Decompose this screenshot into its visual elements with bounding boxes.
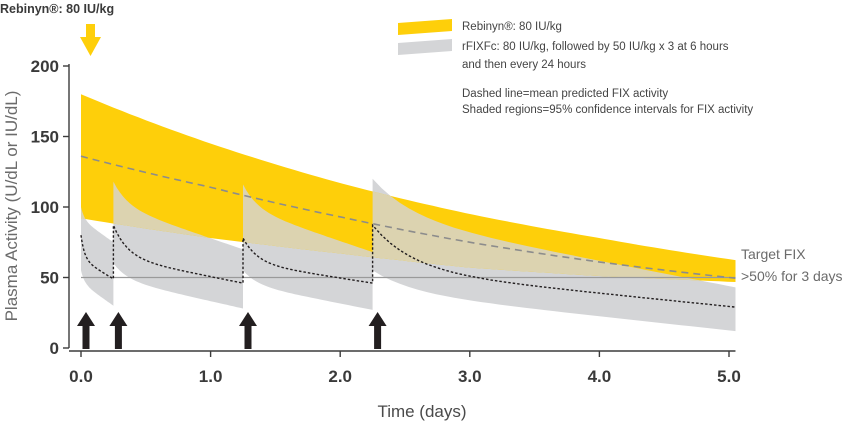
rebinyn-mean-line <box>80 155 736 279</box>
band-overlap-region <box>81 178 736 282</box>
dose-arrow-yellow <box>80 24 101 56</box>
note-shaded-regions: Shaded regions=95% confidence intervals … <box>462 104 753 116</box>
target-label-line2: >50% for 3 days <box>741 268 843 284</box>
legend-swatch-rfixfc <box>398 39 452 55</box>
legend: Rebinyn®: 80 IU/kg rFIXFc: 80 IU/kg, fol… <box>398 19 753 116</box>
y-tick-label: 150 <box>31 128 59 147</box>
dose-arrows <box>77 312 387 349</box>
target-label-line1: Target FIX <box>741 246 806 262</box>
rfixfc-mean-line <box>80 223 736 308</box>
x-tick-label: 5.0 <box>717 367 741 386</box>
x-tick-label: 4.0 <box>588 367 612 386</box>
x-tick-label: 0.0 <box>69 367 93 386</box>
dose-arrow <box>368 312 387 349</box>
y-tick-label: 50 <box>40 269 59 288</box>
legend-item-rfixfc: rFIXFc: 80 IU/kg, followed by 50 IU/kg x… <box>398 39 732 71</box>
x-tick-label: 1.0 <box>199 367 223 386</box>
note-dashed-line: Dashed line=mean predicted FIX activity <box>462 88 668 100</box>
dose-label: Rebinyn®: 80 IU/kg <box>0 2 114 16</box>
y-tick-label: 200 <box>31 57 59 76</box>
x-axis-label: Time (days) <box>377 402 466 421</box>
y-axis-label: Plasma Activity (U/dL or IU/dL) <box>2 91 21 322</box>
plot-area <box>77 94 736 349</box>
legend-label-rebinyn: Rebinyn®: 80 IU/kg <box>462 21 562 33</box>
y-tick-label: 100 <box>31 198 59 217</box>
legend-item-rebinyn: Rebinyn®: 80 IU/kg <box>398 19 562 35</box>
legend-label-rfixfc: rFIXFc: 80 IU/kg, followed by 50 IU/kg x… <box>462 41 732 71</box>
dose-arrow <box>239 312 257 349</box>
y-tick-label: 0 <box>50 339 59 358</box>
x-tick-label: 2.0 <box>328 367 352 386</box>
axes: 0 50 100 150 200 0.0 1.0 2.0 3.0 4.0 5.0 <box>31 57 741 386</box>
legend-swatch-rebinyn <box>398 19 452 35</box>
dose-arrow <box>77 312 95 349</box>
x-tick-label: 3.0 <box>458 367 482 386</box>
x-ticks: 0.0 1.0 2.0 3.0 4.0 5.0 <box>69 351 741 386</box>
dose-arrow <box>109 312 128 349</box>
y-ticks: 0 50 100 150 200 <box>31 57 69 358</box>
